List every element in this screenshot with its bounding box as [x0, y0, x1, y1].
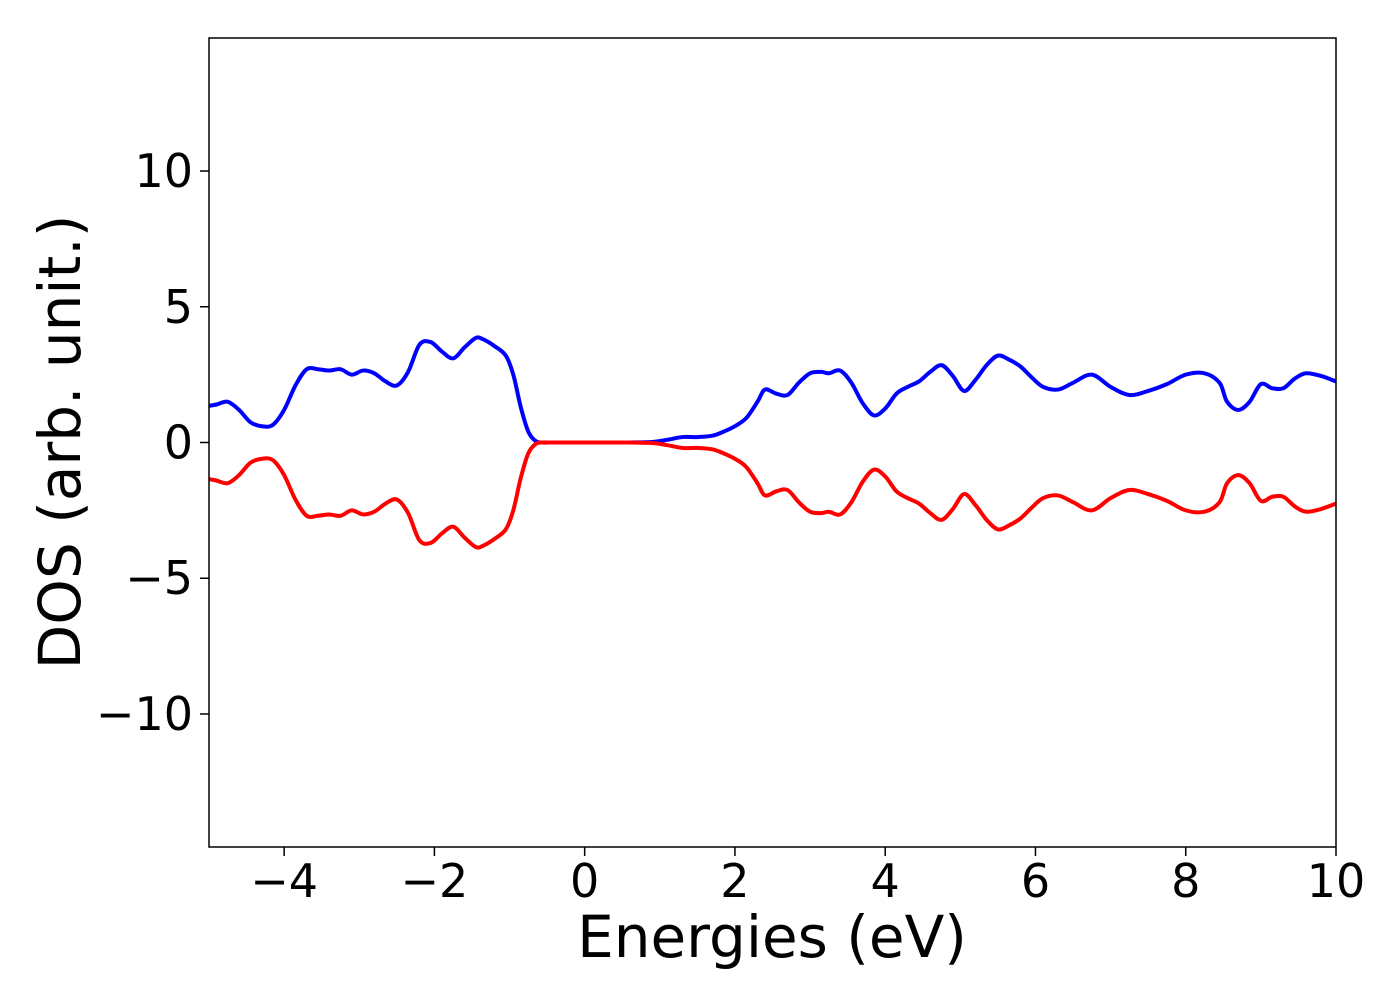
x-axis-title: Energies (eV) — [577, 903, 967, 971]
y-axis-ticks: −10 −5 0 5 10 — [96, 144, 209, 741]
y-tick-label: 5 — [164, 280, 193, 334]
x-tick-label: 2 — [720, 854, 749, 908]
x-tick-label: 6 — [1021, 854, 1050, 908]
y-axis-title: DOS (arb. unit.) — [26, 215, 94, 670]
y-tick-label: −5 — [125, 551, 193, 605]
series-line-2 — [209, 440, 1336, 550]
y-tick-label: 10 — [134, 144, 193, 198]
x-tick-label: −4 — [250, 854, 318, 908]
series-line-1 — [209, 335, 1336, 445]
y-tick-label: −10 — [96, 687, 193, 741]
x-tick-label: −2 — [400, 854, 468, 908]
plot-frame — [208, 37, 1337, 848]
series-layer — [209, 335, 1336, 550]
y-tick-label: 0 — [164, 416, 193, 470]
x-tick-label: 0 — [570, 854, 599, 908]
x-tick-label: 10 — [1307, 854, 1366, 908]
x-axis-ticks: −4 −2 0 2 4 6 8 10 — [250, 847, 1365, 908]
x-tick-label: 8 — [1171, 854, 1200, 908]
x-tick-label: 4 — [871, 854, 900, 908]
